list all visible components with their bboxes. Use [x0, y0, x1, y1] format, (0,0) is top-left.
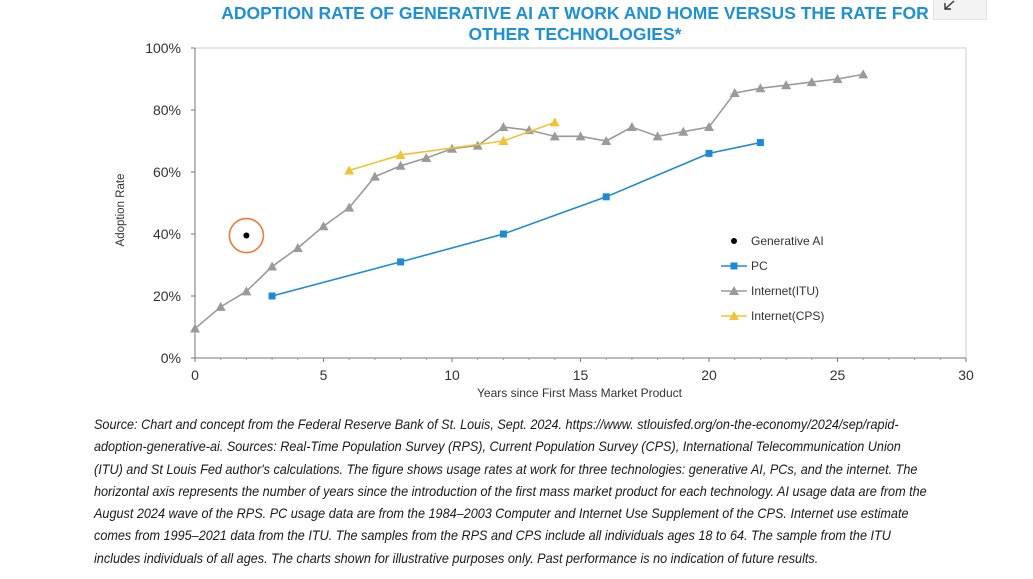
adoption-rate-chart: 0% 20% 40% 60% 80% 100% 0 5 10 15 20 25 30 Years sinc… [115, 40, 974, 400]
data-point-internet-itu [395, 160, 406, 170]
x-tick-label: 10 [444, 367, 460, 383]
legend-marker-pc [730, 262, 738, 270]
data-point-internet-itu [190, 323, 200, 333]
data-point-internet-cps [395, 149, 406, 159]
data-point-internet-itu [755, 83, 766, 93]
data-point-internet-itu [241, 286, 252, 296]
x-tick-label: 20 [701, 367, 717, 383]
data-point-pc [499, 230, 507, 238]
y-tick-label: 100% [145, 40, 181, 56]
data-point-internet-itu [626, 122, 637, 132]
legend-marker-internet-itu [729, 286, 739, 295]
legend-marker-internet-cps [729, 311, 739, 320]
data-point-internet-itu [575, 131, 586, 141]
data-point-internet-itu [729, 87, 740, 97]
data-point-internet-itu [781, 80, 792, 90]
data-point-internet-cps [498, 136, 509, 145]
data-point-pc [602, 193, 610, 201]
data-point-internet-cps [549, 117, 560, 127]
data-point-internet-itu [652, 131, 663, 141]
chart-title: ADOPTION RATE OF GENERATIVE AI AT WORK A… [221, 3, 929, 44]
data-point-internet-itu [369, 171, 380, 181]
data-point-generative-ai [243, 232, 250, 239]
y-tick-label: 60% [153, 164, 181, 180]
series-line-pc [271, 141, 761, 297]
data-point-pc [705, 149, 713, 157]
data-point-internet-itu [858, 69, 869, 79]
legend-label-internet-itu: Internet(ITU) [751, 284, 819, 298]
data-point-pc [397, 258, 405, 266]
legend-marker-generative-ai [731, 238, 737, 244]
data-point-internet-itu [549, 131, 560, 141]
series-line-internet-cps [348, 121, 556, 172]
data-point-internet-itu [344, 202, 355, 212]
legend-label-internet-cps: Internet(CPS) [751, 309, 824, 323]
data-point-internet-itu [421, 153, 432, 163]
x-tick-label: 25 [830, 367, 846, 383]
data-point-pc [268, 292, 276, 300]
y-tick-label: 80% [153, 102, 181, 118]
x-tick-label: 0 [191, 367, 199, 383]
y-axis-label: Adoption Rate [115, 174, 127, 247]
data-point-internet-itu [318, 221, 329, 231]
data-point-internet-itu [704, 122, 714, 132]
data-point-internet-itu [601, 136, 612, 145]
x-tick-label: 15 [573, 367, 589, 383]
highlight-circle [228, 217, 265, 254]
y-tick-label: 20% [153, 288, 181, 304]
y-tick-label: 40% [153, 226, 181, 242]
x-tick-label: 5 [320, 367, 328, 383]
data-point-internet-cps [344, 165, 355, 175]
data-point-internet-itu [806, 77, 817, 87]
data-point-internet-itu [678, 126, 689, 136]
data-point-internet-itu [215, 301, 226, 311]
expand-arrow-icon [944, 0, 955, 10]
data-point-internet-itu [832, 74, 843, 83]
plot-area-frame [194, 47, 967, 359]
source-footnote: Source: Chart and concept from the Feder… [94, 417, 927, 566]
legend-label-pc: PC [751, 259, 768, 273]
x-tick-label: 30 [958, 367, 974, 383]
legend-label-generative-ai: Generative AI [751, 234, 824, 248]
x-axis-label: Years since First Mass Market Product [477, 386, 683, 400]
data-point-pc [756, 139, 764, 147]
expand-button[interactable] [933, 0, 987, 20]
y-tick-label: 0% [161, 350, 181, 366]
data-point-internet-itu [267, 261, 278, 271]
data-point-internet-itu [292, 242, 303, 252]
data-point-internet-itu [498, 122, 509, 132]
